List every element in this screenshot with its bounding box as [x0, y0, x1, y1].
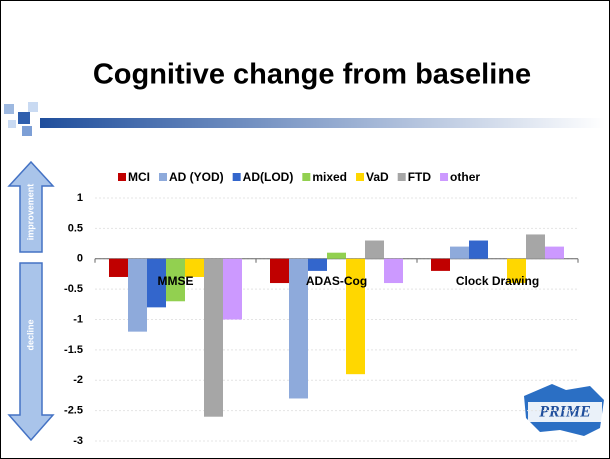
improvement-arrow	[7, 160, 55, 253]
bar	[545, 246, 564, 259]
legend-label: MCI	[128, 170, 150, 184]
bar	[526, 234, 545, 259]
bar	[308, 258, 327, 271]
legend-swatch	[232, 173, 241, 181]
bar	[507, 258, 526, 284]
legend-swatch	[118, 173, 126, 181]
y-tick-label: 0.5	[68, 222, 83, 234]
x-tick-label: Clock Drawing	[456, 274, 539, 288]
bar	[346, 258, 365, 375]
y-tick-label: -2	[73, 374, 83, 386]
bar	[128, 258, 147, 332]
logo-text: PRIME	[538, 404, 591, 421]
legend-label: other	[450, 170, 480, 184]
legend-label: AD (YOD)	[169, 170, 224, 184]
legend-swatch	[397, 173, 406, 181]
bar	[270, 258, 289, 284]
logo: PRIME	[524, 384, 604, 436]
bar	[289, 258, 308, 399]
title-decoration	[4, 102, 605, 136]
x-tick-label: MMSE	[158, 274, 194, 288]
bar	[185, 258, 204, 277]
bar	[384, 258, 403, 284]
y-tick-label: 1	[77, 192, 83, 204]
y-tick-label: -0.5	[64, 283, 83, 295]
bar	[109, 258, 128, 277]
legend-label: mixed	[312, 170, 347, 184]
annotation: decline	[25, 319, 35, 350]
legend-label: AD(LOD)	[243, 170, 294, 184]
bar	[147, 258, 166, 308]
bar	[431, 258, 450, 271]
legend-swatch	[302, 173, 311, 181]
decline-arrow	[7, 262, 55, 442]
y-tick-label: 0	[77, 253, 83, 265]
y-tick-label: -1	[73, 313, 83, 325]
bar	[365, 240, 384, 259]
legend-swatch	[159, 173, 167, 181]
bar	[469, 240, 488, 259]
legend-label: FTD	[408, 170, 432, 184]
x-tick-label: ADAS-Cog	[306, 274, 367, 288]
bar	[166, 258, 185, 302]
y-tick-label: -2.5	[64, 405, 83, 417]
legend-label: VaD	[366, 170, 389, 184]
bar	[223, 258, 242, 320]
chart-title: Cognitive change from baseline	[93, 59, 531, 91]
annotation: improvement	[25, 184, 35, 241]
y-tick-label: -1.5	[64, 344, 83, 356]
legend-swatch	[440, 173, 449, 181]
y-tick-label: -3	[73, 435, 83, 447]
bar	[327, 252, 346, 259]
legend-swatch	[356, 173, 365, 181]
bar	[450, 246, 469, 259]
bar	[204, 258, 223, 417]
